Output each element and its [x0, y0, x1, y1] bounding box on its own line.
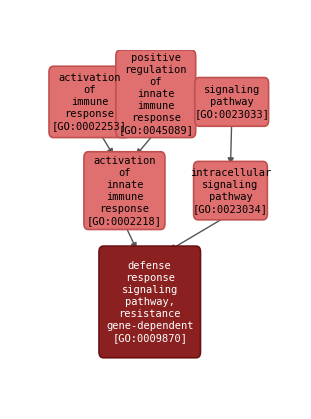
FancyBboxPatch shape [99, 246, 201, 358]
Text: activation
of
innate
immune
response
[GO:0002218]: activation of innate immune response [GO… [87, 155, 162, 225]
Text: signaling
pathway
[GO:0023033]: signaling pathway [GO:0023033] [194, 85, 269, 119]
FancyBboxPatch shape [195, 78, 269, 126]
Text: intracellular
signaling
pathway
[GO:0023034]: intracellular signaling pathway [GO:0023… [190, 168, 271, 214]
Text: positive
regulation
of
innate
immune
response
[GO:0045089]: positive regulation of innate immune res… [118, 53, 193, 135]
Text: activation
of
immune
response
[GO:0002253]: activation of immune response [GO:000225… [52, 73, 127, 131]
FancyBboxPatch shape [84, 152, 165, 230]
Text: defense
response
signaling
pathway,
resistance
gene-dependent
[GO:0009870]: defense response signaling pathway, resi… [106, 261, 193, 343]
FancyBboxPatch shape [49, 66, 130, 137]
FancyBboxPatch shape [116, 50, 196, 137]
FancyBboxPatch shape [194, 161, 267, 220]
